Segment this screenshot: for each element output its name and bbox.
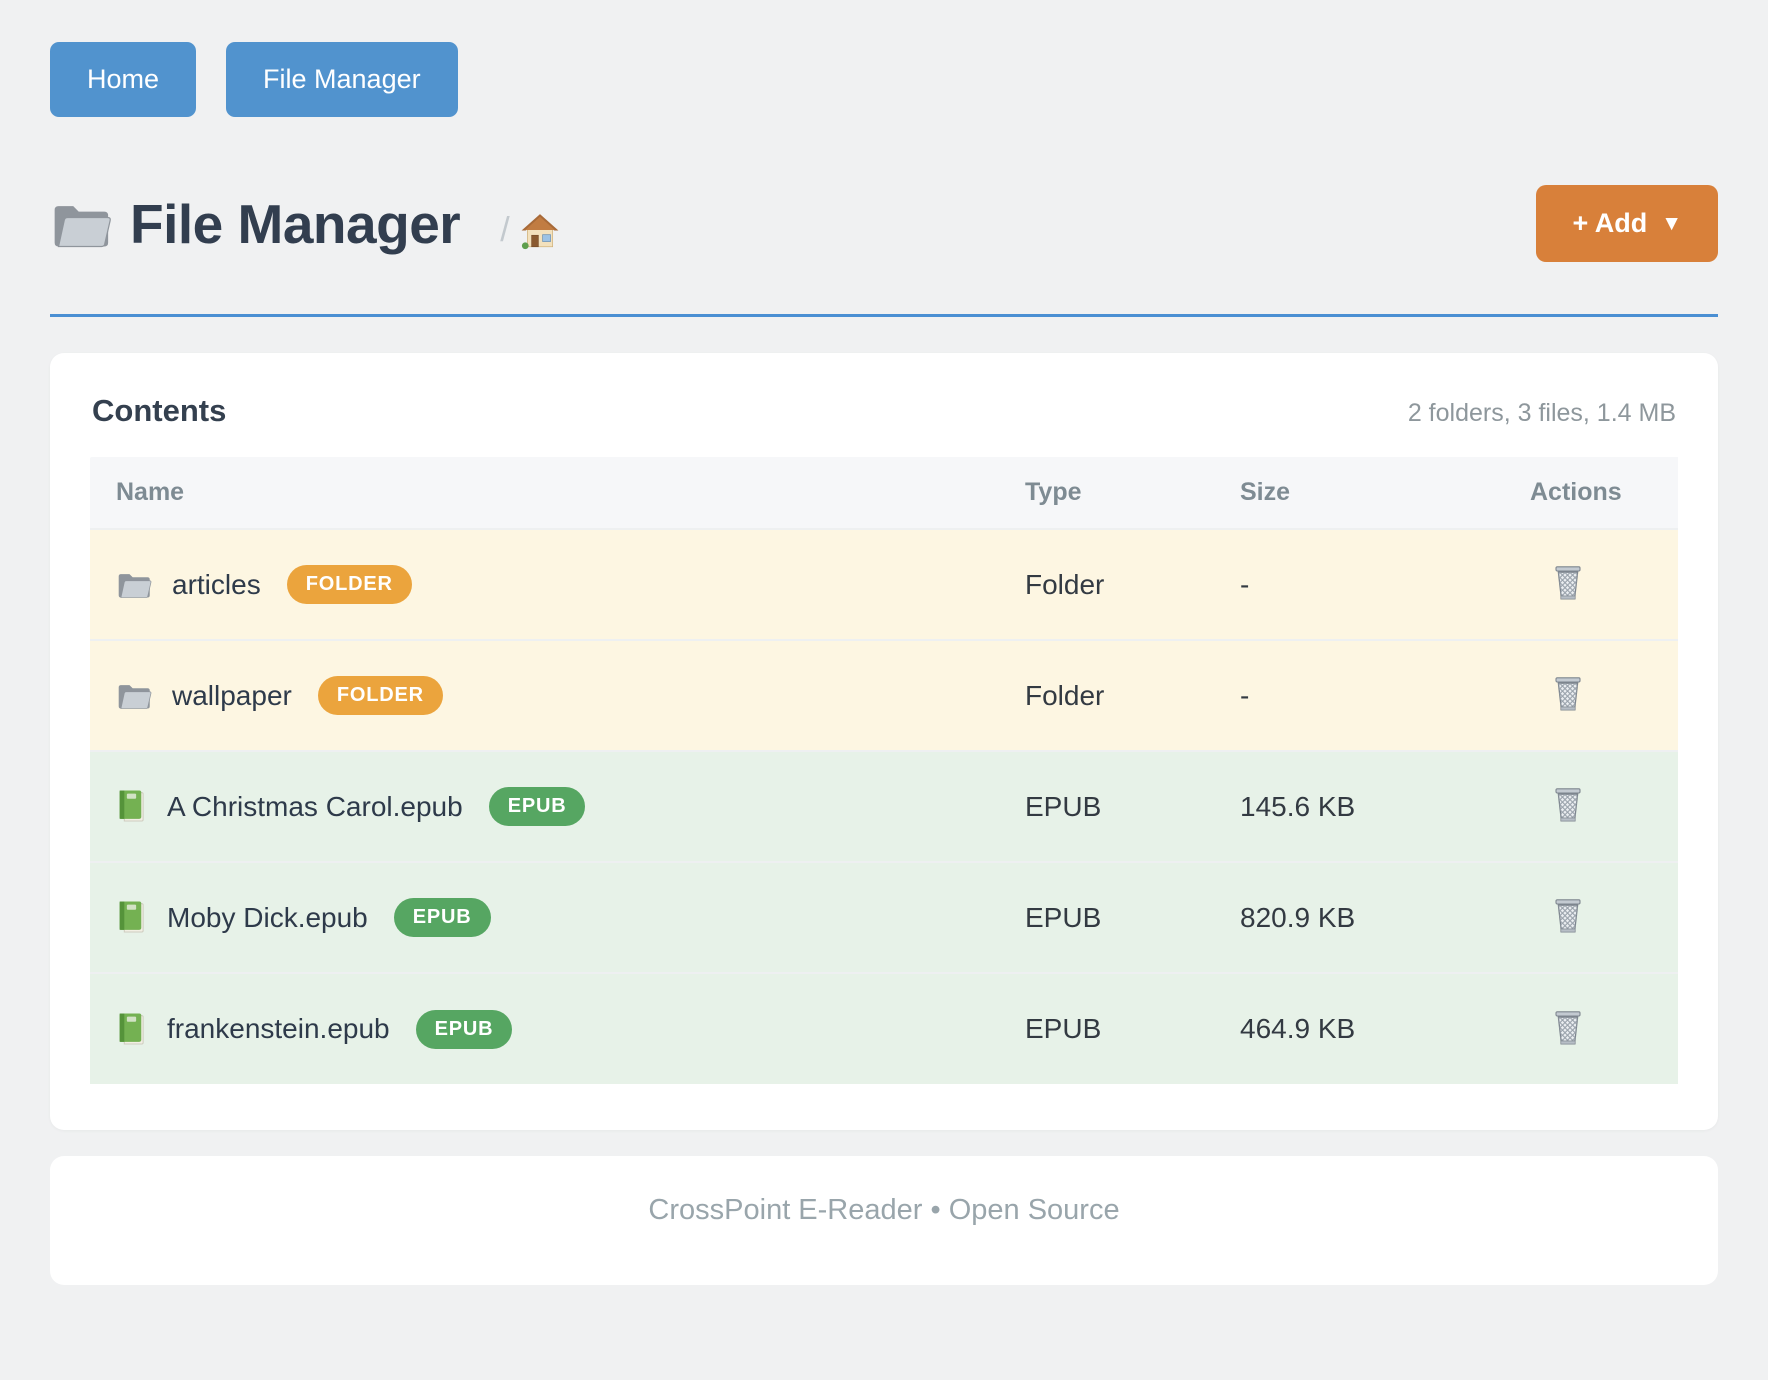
- add-button[interactable]: + Add ▼: [1536, 185, 1718, 262]
- delete-button[interactable]: [1548, 561, 1588, 605]
- file-name: A Christmas Carol.epub: [167, 790, 463, 822]
- column-header-type: Type: [1025, 457, 1240, 529]
- file-type: Folder: [1025, 639, 1240, 751]
- file-size: -: [1240, 639, 1530, 751]
- table-row[interactable]: Moby Dick.epub EPUB EPUB 820.9 KB: [90, 861, 1678, 973]
- delete-button[interactable]: [1548, 672, 1588, 716]
- title-divider: [50, 314, 1718, 317]
- add-button-label: + Add: [1572, 208, 1648, 238]
- file-name: frankenstein.epub: [167, 1013, 390, 1044]
- nav-home-button[interactable]: Home: [50, 42, 197, 117]
- title-group: File Manager /: [50, 192, 560, 256]
- footer-text: CrossPoint E-Reader • Open Source: [648, 1194, 1120, 1226]
- table-row[interactable]: articles FOLDER Folder -: [90, 528, 1678, 640]
- file-type: EPUB: [1025, 861, 1240, 973]
- page-title: File Manager: [130, 192, 461, 255]
- book-icon: [116, 1012, 147, 1047]
- column-header-name: Name: [90, 457, 1025, 529]
- table-row[interactable]: A Christmas Carol.epub EPUB EPUB 145.6 K…: [90, 750, 1678, 862]
- contents-title: Contents: [92, 393, 227, 428]
- file-name: Moby Dick.epub: [167, 901, 368, 933]
- home-icon[interactable]: [520, 212, 560, 250]
- file-name: articles: [172, 568, 261, 600]
- top-nav: Home File Manager: [50, 42, 1718, 117]
- nav-file-manager-button[interactable]: File Manager: [226, 42, 458, 117]
- contents-card: Contents 2 folders, 3 files, 1.4 MB Name…: [50, 353, 1718, 1130]
- file-type-badge: EPUB: [393, 898, 491, 937]
- file-type-badge: EPUB: [488, 787, 586, 826]
- file-size: 820.9 KB: [1240, 861, 1530, 973]
- file-size: 145.6 KB: [1240, 750, 1530, 862]
- table-header-row: Name Type Size Actions: [90, 457, 1678, 529]
- footer: CrossPoint E-Reader • Open Source: [50, 1156, 1718, 1285]
- folder-icon: [116, 680, 152, 711]
- column-header-size: Size: [1240, 457, 1530, 529]
- book-icon: [116, 900, 147, 935]
- contents-card-header: Contents 2 folders, 3 files, 1.4 MB: [90, 393, 1678, 457]
- table-row[interactable]: wallpaper FOLDER Folder -: [90, 639, 1678, 751]
- file-type-badge: FOLDER: [317, 676, 443, 715]
- breadcrumb-separator: /: [500, 211, 510, 249]
- file-type: Folder: [1025, 528, 1240, 640]
- column-header-actions: Actions: [1530, 457, 1678, 529]
- file-manager-page: Home File Manager File Manager /: [50, 42, 1718, 1285]
- file-name: wallpaper: [172, 679, 292, 711]
- delete-button[interactable]: [1548, 783, 1588, 827]
- file-size: -: [1240, 528, 1530, 640]
- delete-button[interactable]: [1548, 1006, 1588, 1050]
- file-type: EPUB: [1025, 750, 1240, 862]
- table-row[interactable]: frankenstein.epub EPUB EPUB 464.9 KB: [90, 972, 1678, 1084]
- folder-icon: [50, 197, 112, 251]
- file-size: 464.9 KB: [1240, 972, 1530, 1084]
- file-type-badge: FOLDER: [286, 565, 412, 604]
- chevron-down-icon: ▼: [1661, 211, 1682, 235]
- file-table: Name Type Size Actions articles FOLDER F…: [90, 457, 1678, 1084]
- page-header: File Manager / + Add ▼: [50, 185, 1718, 262]
- book-icon: [116, 789, 147, 824]
- breadcrumb: /: [500, 211, 559, 250]
- delete-button[interactable]: [1548, 894, 1588, 938]
- file-type: EPUB: [1025, 972, 1240, 1084]
- contents-summary: 2 folders, 3 files, 1.4 MB: [1407, 399, 1676, 427]
- file-type-badge: EPUB: [415, 1009, 513, 1049]
- folder-icon: [116, 569, 152, 600]
